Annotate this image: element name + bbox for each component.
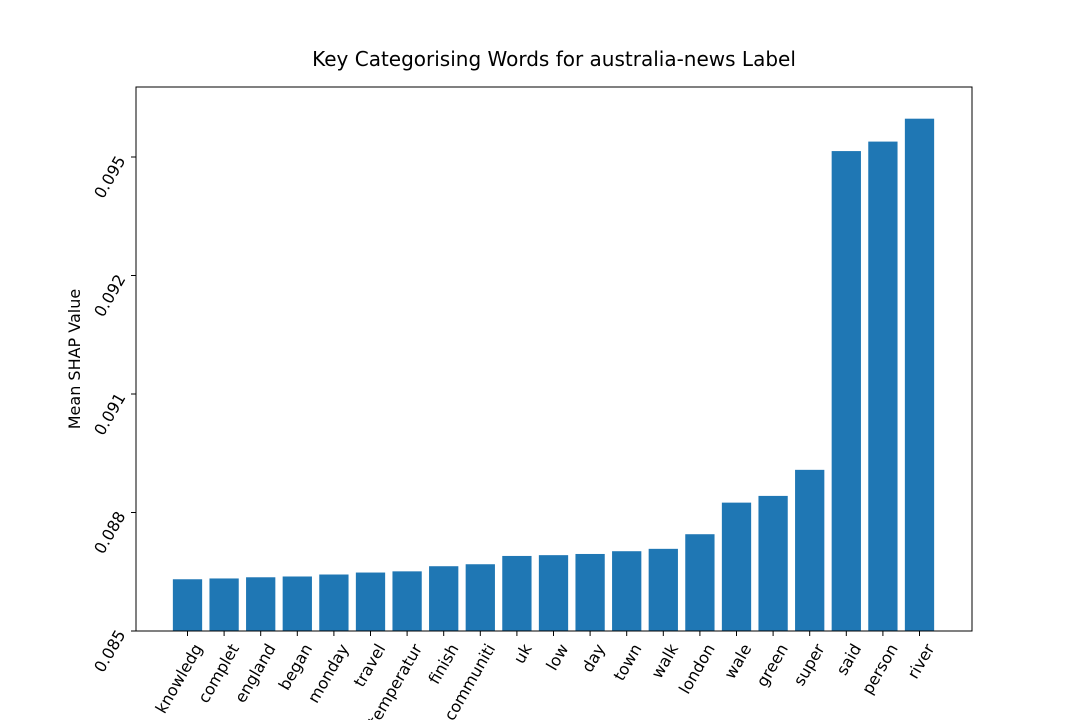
chart-title: Key Categorising Words for australia-new… <box>312 47 796 71</box>
bar-finish <box>429 566 459 631</box>
plot-frame <box>135 86 973 632</box>
bar-green <box>758 495 788 631</box>
bar-river <box>904 118 935 631</box>
bar-knowledg <box>172 579 203 631</box>
bar-communiti <box>465 564 495 631</box>
bar-travel <box>355 572 386 631</box>
bar-complet <box>209 578 239 631</box>
bar-wale <box>721 502 752 632</box>
bar-london <box>685 534 715 631</box>
bar-town <box>612 551 642 631</box>
bar-walk <box>648 548 678 631</box>
bar-day <box>575 553 605 631</box>
bar-person <box>868 141 898 631</box>
bars-group <box>172 118 935 632</box>
bar-low <box>538 555 569 631</box>
y-axis-label: Mean SHAP Value <box>65 289 84 429</box>
bar-england <box>246 577 276 631</box>
bar-temperatur <box>392 571 422 631</box>
bar-began <box>282 576 312 631</box>
bar-said <box>831 151 861 631</box>
bar-uk <box>502 555 532 631</box>
bar-super <box>795 469 825 631</box>
bar-monday <box>319 574 349 631</box>
